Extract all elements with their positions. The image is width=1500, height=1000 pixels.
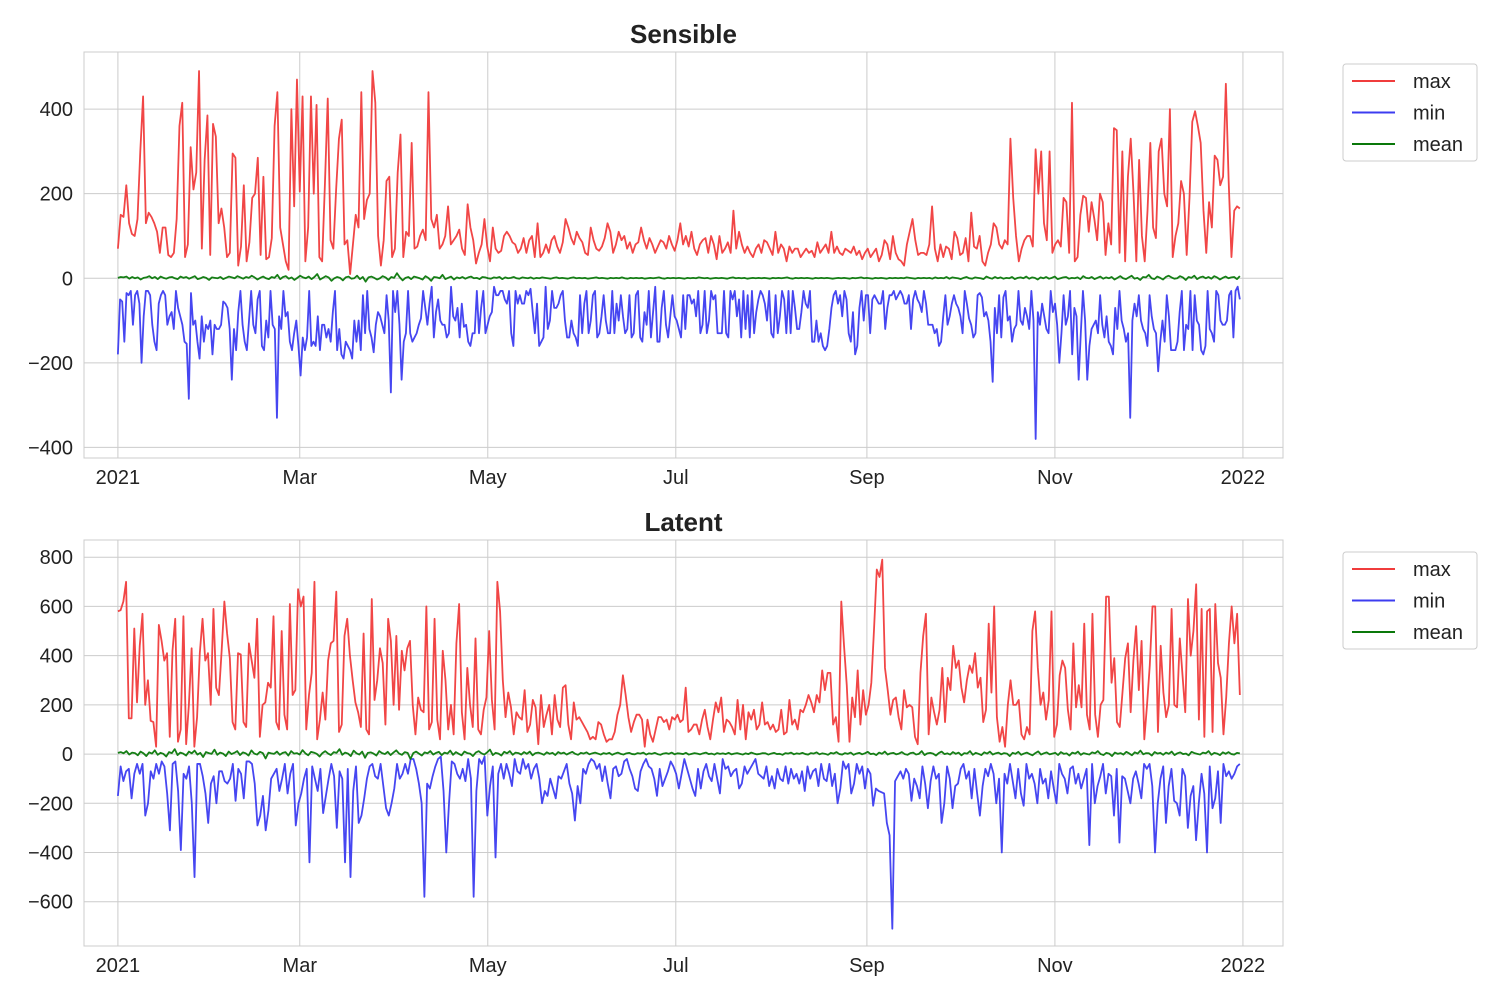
latent-legend-min-label: min bbox=[1413, 591, 1445, 613]
sensible-series-min bbox=[117, 285, 1241, 440]
sensible-legend-max: max bbox=[1352, 71, 1451, 93]
sensible-legend: max min mean bbox=[1342, 63, 1478, 162]
latent-y-tick-label: 200 bbox=[40, 695, 73, 717]
latent-y-tick-label: −200 bbox=[28, 793, 73, 815]
latent-plot-area bbox=[83, 539, 1284, 947]
sensible-y-tick-label: 200 bbox=[40, 184, 73, 206]
latent-y-tick-label: 600 bbox=[40, 596, 73, 618]
latent-chart-title: Latent bbox=[645, 507, 723, 537]
sensible-x-tick-label: 2022 bbox=[1221, 467, 1266, 489]
latent-x-tick-label: Nov bbox=[1037, 955, 1073, 977]
sensible-legend-min-label: min bbox=[1413, 103, 1445, 125]
latent-legend-min: min bbox=[1352, 591, 1445, 613]
latent-x-tick-label: Mar bbox=[283, 955, 318, 977]
latent-series-max bbox=[117, 558, 1241, 748]
sensible-x-tick-label: 2021 bbox=[96, 467, 141, 489]
sensible-y-tick-label: −200 bbox=[28, 353, 73, 375]
sensible-y-tick-label: 0 bbox=[62, 268, 73, 290]
latent-legend-mean: mean bbox=[1352, 622, 1463, 644]
latent-y-tick-label: −600 bbox=[28, 892, 73, 914]
sensible-y-tick-label: 400 bbox=[40, 99, 73, 121]
latent-panel: 800 600 400 200 0 −200 −400 −600 2021 Mar May Jul S… bbox=[28, 507, 1478, 977]
latent-legend-box bbox=[1342, 551, 1478, 650]
latent-legend-max: max bbox=[1352, 559, 1451, 581]
latent-x-ticks: 2021 Mar May Jul Sep Nov 2022 bbox=[96, 955, 1266, 977]
latent-x-tick-label: 2022 bbox=[1221, 955, 1266, 977]
sensible-plot-area bbox=[83, 51, 1284, 459]
latent-series-min bbox=[117, 755, 1241, 930]
latent-x-tick-label: May bbox=[469, 955, 507, 977]
sensible-legend-mean-label: mean bbox=[1413, 134, 1463, 156]
sensible-x-tick-label: Nov bbox=[1037, 467, 1073, 489]
latent-legend: max min mean bbox=[1342, 551, 1478, 650]
sensible-x-tick-label: Sep bbox=[849, 467, 885, 489]
latent-legend-mean-label: mean bbox=[1413, 622, 1463, 644]
sensible-y-tick-label: −400 bbox=[28, 437, 73, 459]
latent-x-tick-label: Sep bbox=[849, 955, 885, 977]
sensible-series-mean bbox=[117, 272, 1241, 283]
sensible-series bbox=[117, 70, 1241, 440]
sensible-chart-title: Sensible bbox=[630, 19, 737, 49]
latent-x-tick-label: 2021 bbox=[96, 955, 141, 977]
latent-series bbox=[117, 558, 1241, 930]
sensible-grid bbox=[84, 52, 1283, 458]
sensible-y-ticks: 400 200 0 −200 −400 bbox=[28, 99, 73, 459]
sensible-x-tick-label: Mar bbox=[283, 467, 318, 489]
sensible-x-ticks: 2021 Mar May Jul Sep Nov 2022 bbox=[96, 467, 1266, 489]
sensible-legend-max-label: max bbox=[1413, 71, 1451, 93]
sensible-legend-box bbox=[1342, 63, 1478, 162]
sensible-x-tick-label: Jul bbox=[663, 467, 689, 489]
latent-series-mean bbox=[117, 748, 1241, 760]
latent-y-tick-label: 800 bbox=[40, 547, 73, 569]
latent-x-tick-label: Jul bbox=[663, 955, 689, 977]
latent-legend-max-label: max bbox=[1413, 559, 1451, 581]
sensible-legend-mean: mean bbox=[1352, 134, 1463, 156]
sensible-x-tick-label: May bbox=[469, 467, 507, 489]
latent-y-tick-label: 0 bbox=[62, 744, 73, 766]
latent-y-tick-label: −400 bbox=[28, 842, 73, 864]
latent-y-tick-label: 400 bbox=[40, 646, 73, 668]
latent-y-ticks: 800 600 400 200 0 −200 −400 −600 bbox=[28, 547, 73, 913]
sensible-legend-min: min bbox=[1352, 103, 1445, 125]
sensible-series-max bbox=[117, 70, 1241, 275]
